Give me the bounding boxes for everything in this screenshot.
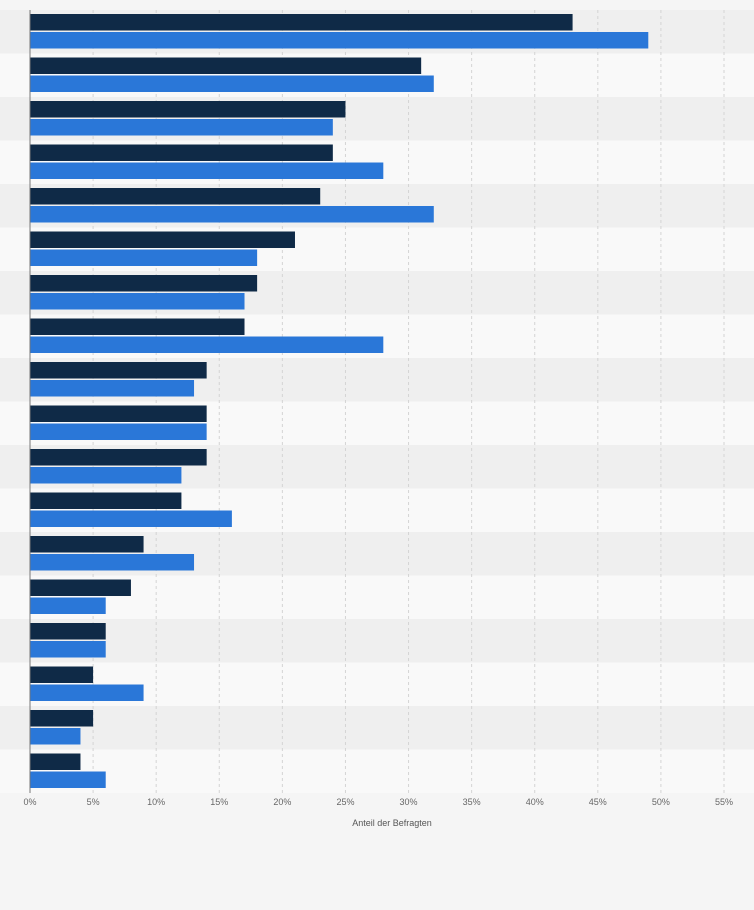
x-tick-label: 5% [87, 797, 100, 807]
bar-series-1[interactable] [30, 101, 346, 118]
bar-series-2[interactable] [30, 249, 258, 267]
bar-series-1[interactable] [30, 536, 144, 553]
bar-series-2[interactable] [30, 32, 649, 49]
x-axis-ticks: 0% 5% 10% 15% 20% 25% 30% 35% 40% 45% 50% 55% [23, 797, 733, 807]
bar-series-2[interactable] [30, 206, 434, 223]
row-band [0, 706, 754, 750]
bar-series-2[interactable] [30, 641, 106, 658]
x-tick-label: 55% [715, 797, 733, 807]
x-tick-label: 45% [589, 797, 607, 807]
bar-series-1[interactable] [30, 318, 245, 336]
bar-series-1[interactable] [30, 579, 131, 597]
bar-series-2[interactable] [30, 467, 182, 484]
bar-series-1[interactable] [30, 362, 207, 379]
x-tick-label: 15% [210, 797, 228, 807]
bar-series-2[interactable] [30, 728, 81, 745]
bar-series-2[interactable] [30, 119, 333, 136]
x-tick-label: 20% [273, 797, 291, 807]
bar-series-1[interactable] [30, 275, 258, 292]
x-tick-label: 10% [147, 797, 165, 807]
bar-series-2[interactable] [30, 554, 195, 571]
bar-series-2[interactable] [30, 162, 384, 180]
bar-series-2[interactable] [30, 684, 144, 702]
bar-series-2[interactable] [30, 380, 195, 397]
bars [30, 14, 649, 789]
bar-series-1[interactable] [30, 57, 422, 75]
x-tick-label: 30% [400, 797, 418, 807]
x-tick-label: 0% [23, 797, 36, 807]
bar-series-1[interactable] [30, 188, 321, 205]
bar-series-1[interactable] [30, 710, 94, 727]
bar-series-1[interactable] [30, 449, 207, 466]
bar-series-2[interactable] [30, 597, 106, 615]
bar-series-1[interactable] [30, 666, 94, 684]
bar-series-1[interactable] [30, 14, 573, 31]
bar-series-1[interactable] [30, 144, 333, 162]
bar-series-2[interactable] [30, 771, 106, 789]
row-band [0, 749, 754, 793]
bar-series-2[interactable] [30, 510, 232, 528]
gridlines [92, 10, 725, 793]
x-tick-label: 40% [526, 797, 544, 807]
bar-series-1[interactable] [30, 492, 182, 510]
bar-series-2[interactable] [30, 293, 245, 310]
x-tick-label: 35% [463, 797, 481, 807]
bar-series-2[interactable] [30, 423, 207, 441]
bar-series-1[interactable] [30, 623, 106, 640]
x-axis-title: Anteil der Befragten [352, 818, 432, 828]
bar-series-1[interactable] [30, 231, 295, 249]
x-tick-label: 50% [652, 797, 670, 807]
row-band [0, 619, 754, 663]
bar-series-1[interactable] [30, 405, 207, 423]
x-tick-label: 25% [336, 797, 354, 807]
bar-series-2[interactable] [30, 336, 384, 354]
bar-series-2[interactable] [30, 75, 434, 93]
bar-series-1[interactable] [30, 753, 81, 771]
